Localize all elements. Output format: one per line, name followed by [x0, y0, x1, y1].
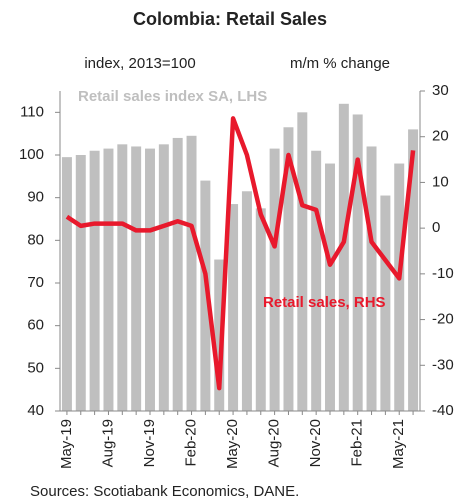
x-tick-label: Nov-20 — [307, 419, 324, 467]
bar — [228, 204, 239, 411]
bar — [131, 146, 142, 411]
bar — [338, 103, 349, 412]
y2-tick-label: 10 — [432, 173, 449, 190]
bar — [283, 127, 294, 412]
bar — [75, 155, 86, 411]
bar — [89, 150, 100, 411]
bar — [145, 148, 155, 411]
y-tick-label: 100 — [19, 146, 44, 163]
x-tick-label: Aug-20 — [266, 419, 283, 467]
y2-tick-label: -10 — [432, 265, 454, 282]
bar — [311, 150, 322, 411]
chart-title: Colombia: Retail Sales — [133, 9, 327, 29]
x-tick-label: Aug-19 — [99, 419, 116, 467]
bar — [158, 144, 169, 412]
bar — [241, 191, 252, 411]
bar — [172, 137, 183, 411]
y-tick-label: 110 — [20, 103, 44, 120]
bar — [394, 163, 405, 411]
y2-tick-label: 0 — [432, 219, 440, 236]
bar — [117, 144, 128, 412]
bar — [297, 112, 308, 411]
bar — [269, 148, 280, 411]
bar — [408, 129, 419, 411]
bar — [200, 180, 211, 411]
bar — [186, 135, 197, 412]
line-series-label: Retail sales, RHS — [263, 294, 386, 311]
bar — [61, 157, 72, 411]
y-tick-label: 70 — [27, 274, 44, 291]
x-tick-label: May-20 — [224, 419, 241, 469]
y2-tick-label: -30 — [432, 356, 454, 373]
bar — [255, 208, 266, 411]
y-axis-label: index, 2013=100 — [84, 55, 195, 72]
y2-tick-label: 30 — [432, 82, 449, 99]
y-tick-label: 90 — [27, 189, 44, 206]
x-tick-label: Nov-19 — [141, 419, 158, 467]
y2-axis-label: m/m % change — [290, 55, 390, 72]
bar — [103, 148, 114, 411]
bar — [325, 163, 335, 411]
y-tick-label: 80 — [27, 231, 44, 248]
bar — [352, 114, 363, 411]
x-tick-label: Feb-20 — [183, 419, 200, 467]
source-note: Sources: Scotiabank Economics, DANE. — [30, 483, 299, 500]
y-tick-label: 50 — [27, 359, 44, 376]
y2-tick-label: 20 — [432, 128, 449, 145]
bar-series-label: Retail sales index SA, LHS — [78, 88, 267, 105]
y2-tick-label: -20 — [432, 311, 454, 328]
y2-tick-label: -40 — [432, 402, 454, 419]
x-tick-label: Feb-21 — [349, 419, 366, 467]
bar — [380, 195, 391, 411]
bar — [214, 259, 225, 411]
y-tick-label: 40 — [27, 402, 44, 419]
line-series — [65, 116, 416, 391]
y-tick-label: 60 — [27, 317, 44, 334]
bar — [366, 146, 377, 411]
x-tick-label: May-21 — [390, 419, 407, 469]
x-tick-label: May-19 — [58, 419, 75, 469]
